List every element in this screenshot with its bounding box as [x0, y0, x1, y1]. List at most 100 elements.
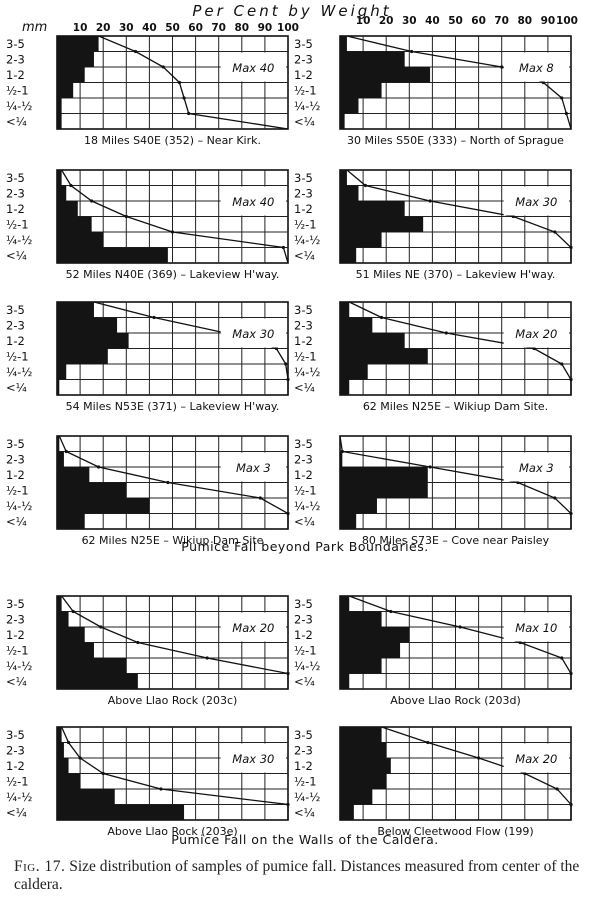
top-axis-title: Per Cent by Weight: [192, 2, 391, 20]
histogram-bar: [340, 513, 357, 529]
cumulative-point: [428, 199, 432, 203]
group-title-caldera: Pumice Fall on the Walls of the Caldera.: [171, 832, 439, 847]
x-tick-label-right: 30: [402, 15, 417, 27]
max-label: Max 8: [519, 61, 554, 75]
cumulative-point: [532, 346, 536, 351]
size-class-label: <¼: [6, 380, 27, 394]
max-label: Max 30: [515, 195, 557, 209]
size-class-label: <¼: [6, 674, 27, 688]
x-tick-label-right: 40: [425, 15, 440, 27]
cumulative-point: [133, 49, 138, 54]
cumulative-point: [152, 315, 156, 320]
histogram-bar: [340, 596, 350, 612]
size-class-label: ¼-½: [294, 499, 320, 513]
cumulative-point: [161, 65, 165, 69]
histogram-bar: [340, 482, 428, 498]
size-class-label: 3-5: [294, 37, 313, 51]
size-class-label: ¼-½: [294, 99, 320, 113]
sample-label: 80 Miles S73E – Cove near Paisley: [362, 534, 550, 547]
figure-caption-text: Size distribution of samples of pumice f…: [14, 858, 580, 893]
cumulative-point: [274, 346, 279, 351]
histogram-bar: [57, 232, 104, 248]
size-class-label: 2-3: [294, 52, 313, 66]
histogram-bar: [340, 773, 387, 789]
size-class-label: 1-2: [294, 68, 313, 82]
cumulative-point: [569, 802, 573, 807]
histogram-bar: [57, 51, 94, 67]
x-tick-label: 50: [165, 22, 180, 34]
max-label-bg: [503, 452, 569, 482]
size-class-label: <¼: [294, 248, 315, 262]
size-class-label: ½-1: [294, 349, 317, 363]
histogram-bar: [340, 98, 359, 114]
max-label-bg: [220, 186, 286, 216]
histogram-bar: [340, 467, 428, 483]
x-tick-label: 20: [96, 22, 111, 34]
histogram-bar: [57, 642, 94, 658]
cumulative-point: [553, 496, 557, 500]
histogram-bar: [57, 317, 118, 333]
cumulative-point: [66, 740, 71, 745]
size-class-label: <¼: [6, 514, 27, 528]
cumulative-point: [569, 377, 573, 382]
histogram-bar: [340, 627, 410, 643]
histogram-bar: [57, 727, 62, 743]
histogram-bar: [340, 82, 382, 98]
size-class-label: 1-2: [6, 628, 25, 642]
histogram-bar: [340, 451, 343, 467]
histogram-bar: [340, 379, 350, 395]
histogram-bar: [57, 36, 99, 52]
histogram-bar: [340, 113, 345, 129]
size-class-label: <¼: [294, 674, 315, 688]
cumulative-point: [569, 511, 573, 516]
cumulative-point: [286, 511, 290, 516]
histogram-bar: [340, 804, 354, 820]
size-class-label: 1-2: [6, 468, 25, 482]
x-tick-label: 80: [234, 22, 249, 34]
x-tick-label-right: 20: [379, 15, 394, 27]
size-class-label: 2-3: [6, 318, 25, 332]
size-class-label: <¼: [294, 805, 315, 819]
histogram-bar: [57, 436, 60, 452]
size-class-label: 3-5: [6, 597, 25, 611]
cumulative-point: [205, 656, 209, 660]
histogram-bar: [340, 727, 382, 743]
cumulative-point: [170, 230, 175, 234]
size-class-label: ½-1: [6, 217, 29, 231]
size-class-label: ¼-½: [6, 233, 32, 247]
max-label: Max 30: [232, 327, 274, 341]
histogram-bar: [57, 379, 60, 395]
max-label-bg: [220, 612, 286, 642]
histogram-bar: [340, 348, 428, 364]
cumulative-point: [560, 96, 564, 100]
size-class-label: ½-1: [6, 774, 29, 788]
x-tick-label: 70: [211, 22, 226, 34]
histogram-bar: [340, 67, 431, 83]
sample-label: 51 Miles NE (370) – Lakeview H'way.: [356, 268, 556, 281]
histogram-bar: [340, 302, 350, 318]
cumulative-point: [477, 756, 481, 760]
size-class-label: 3-5: [294, 171, 313, 185]
cumulative-point: [379, 315, 384, 320]
histogram-bar: [340, 36, 347, 52]
cumulative-point: [71, 609, 75, 614]
cumulative-point: [136, 640, 140, 645]
cumulative-point: [553, 230, 557, 234]
cumulative-point: [389, 609, 393, 614]
cumulative-point: [69, 183, 73, 188]
max-label-bg: [220, 318, 286, 348]
max-label-bg: [503, 612, 569, 642]
histogram-bar: [340, 498, 377, 514]
size-class-label: ¼-½: [6, 499, 32, 513]
x-tick-label-right: 90: [541, 15, 556, 27]
max-label: Max 20: [515, 752, 557, 766]
cumulative-point: [518, 640, 522, 645]
cumulative-point: [560, 362, 564, 366]
max-label-bg: [220, 743, 286, 773]
max-label: Max 30: [232, 752, 274, 766]
histogram-bar: [340, 742, 387, 758]
histogram-bar: [57, 498, 150, 514]
size-class-label: 3-5: [6, 37, 25, 51]
histogram-bar: [57, 348, 108, 364]
size-class-label: 3-5: [294, 597, 313, 611]
